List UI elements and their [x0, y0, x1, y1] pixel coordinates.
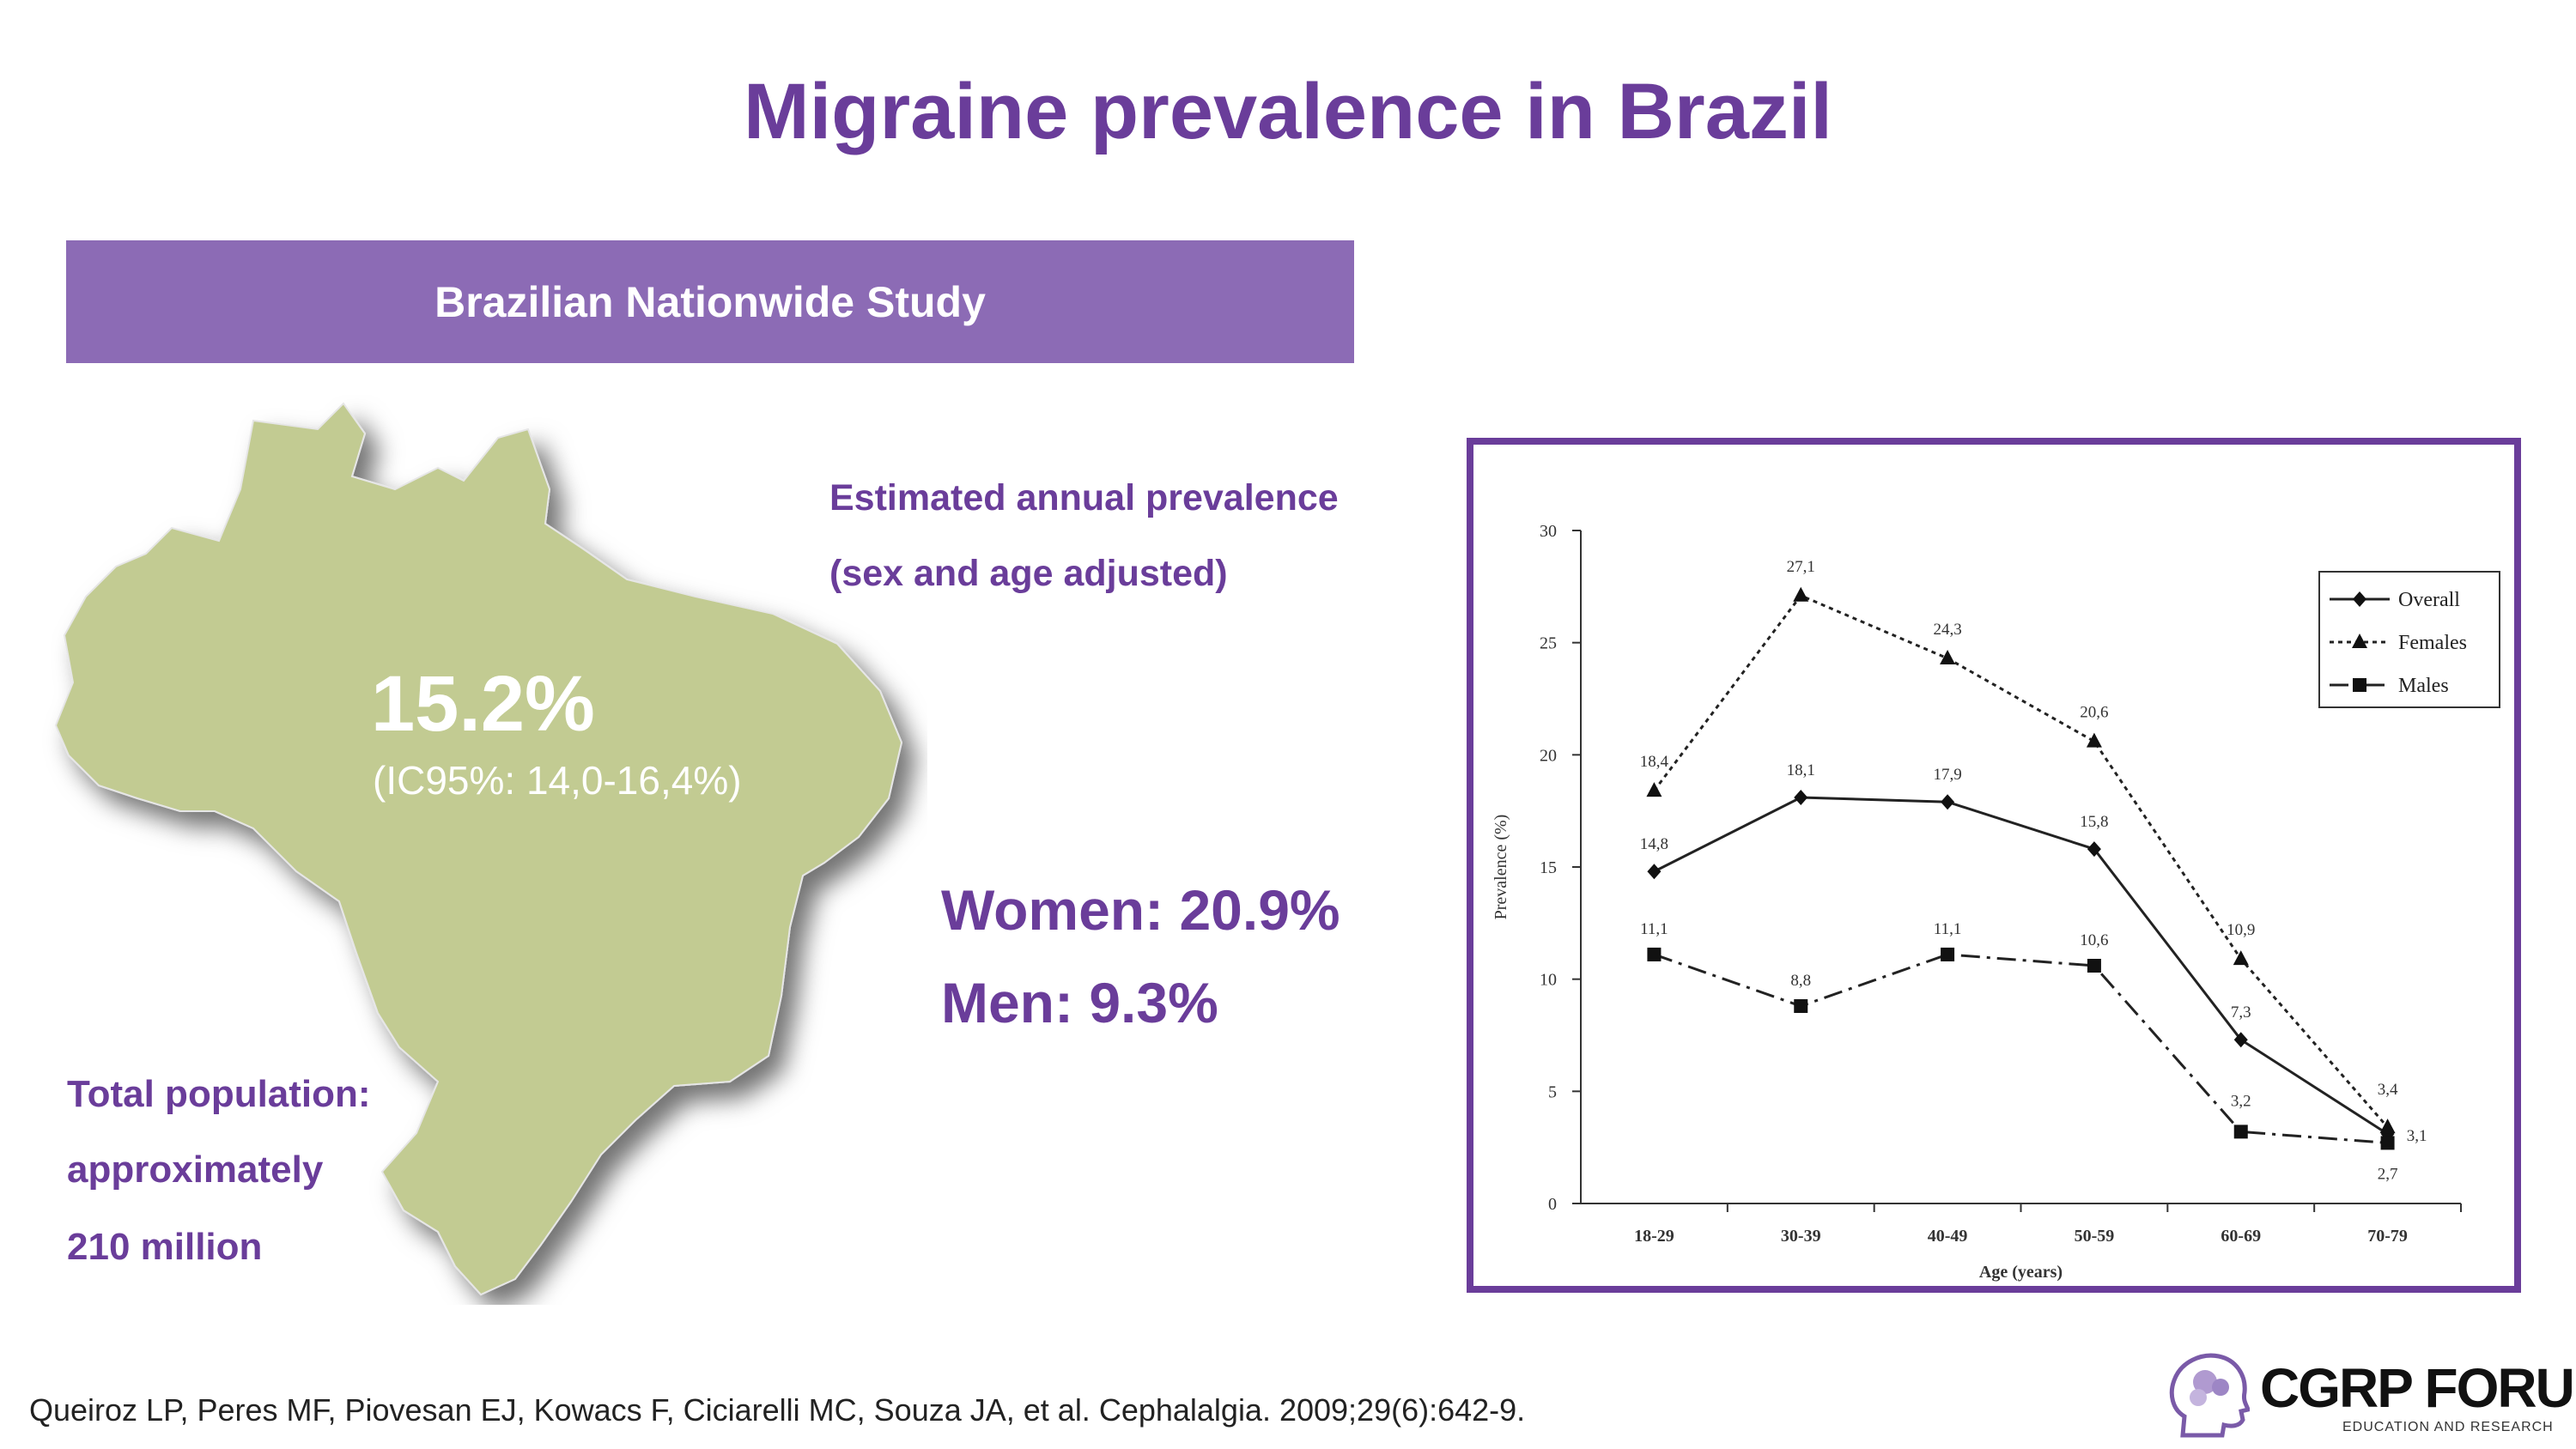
- estimated-prevalence-subheading: (sex and age adjusted): [829, 553, 1228, 594]
- x-tick-label: 18-29: [1634, 1227, 1674, 1246]
- data-label-females: 18,4: [1640, 753, 1669, 771]
- logo-subtitle: EDUCATION AND RESEARCH: [2342, 1420, 2554, 1434]
- y-tick-label: 0: [1548, 1195, 1557, 1214]
- point-males: [1941, 947, 1955, 961]
- data-label-overall: 17,9: [1933, 766, 1961, 784]
- overall-prevalence-value: 15.2%: [371, 660, 595, 748]
- series-line-males: [1653, 953, 2388, 1144]
- citation: Queiroz LP, Peres MF, Piovesan EJ, Kowac…: [29, 1392, 1526, 1428]
- point-females: [2233, 950, 2249, 966]
- prevalence-line-chart: 0 5 10 15 20 25 30 18-29 30-39 40-49 50-59 60-69 70-…: [1492, 522, 2500, 1282]
- population-qualifier: approximately: [67, 1149, 324, 1191]
- x-axis-title: Age (years): [1979, 1263, 2063, 1282]
- legend-marker-females: [2352, 634, 2367, 648]
- point-overall: [2233, 1032, 2248, 1048]
- y-tick-label: 5: [1548, 1082, 1557, 1101]
- y-tick-label: 25: [1540, 634, 1557, 653]
- data-label-females: 24,3: [1933, 621, 1961, 639]
- data-label-females: 27,1: [1787, 558, 1815, 576]
- head-brain-icon: [2169, 1353, 2250, 1438]
- population-label: Total population:: [67, 1073, 371, 1115]
- x-tick-label: 60-69: [2221, 1227, 2261, 1246]
- data-label-males: 8,8: [1790, 972, 1811, 990]
- data-label-males: 11,1: [1934, 920, 1962, 938]
- x-tick-label: 70-79: [2367, 1227, 2408, 1246]
- data-label-females: 20,6: [2080, 704, 2108, 722]
- men-prevalence: Men: 9.3%: [941, 971, 1218, 1034]
- x-tick-label: 40-49: [1928, 1227, 1968, 1246]
- cgrp-forum-logo: CGRP FORUM EDUCATION AND RESEARCH: [2164, 1348, 2576, 1442]
- data-label-males: 11,1: [1640, 920, 1668, 938]
- data-label-overall: 7,3: [2231, 1003, 2251, 1022]
- series-line-overall: [1653, 796, 2389, 1136]
- slide-title: Migraine prevalence in Brazil: [743, 68, 1832, 155]
- prevalence-chart-frame: 0 5 10 15 20 25 30 18-29 30-39 40-49 50-59 60-69 70-…: [1467, 438, 2521, 1293]
- y-axis-title: Prevalence (%): [1492, 815, 1510, 920]
- point-females: [2086, 732, 2102, 748]
- data-label-females: 3,4: [2378, 1081, 2398, 1099]
- series-line-females: [1653, 593, 2389, 1129]
- data-label-overall: 14,8: [1640, 835, 1668, 853]
- legend-label-males: Males: [2398, 675, 2449, 697]
- point-males: [2380, 1136, 2395, 1150]
- point-males: [2233, 1125, 2248, 1139]
- study-banner-label: Brazilian Nationwide Study: [434, 277, 986, 326]
- data-label-males: 3,2: [2231, 1092, 2251, 1110]
- point-females: [2379, 1119, 2396, 1134]
- point-overall: [2087, 841, 2101, 858]
- population-value: 210 million: [67, 1226, 263, 1268]
- data-label-overall: 18,1: [1787, 761, 1815, 779]
- legend-marker-overall: [2353, 591, 2366, 607]
- data-label-males: 10,6: [2080, 931, 2108, 949]
- point-overall: [1794, 789, 1808, 805]
- estimated-prevalence-heading: Estimated annual prevalence: [829, 477, 1339, 518]
- point-females: [1940, 649, 1956, 664]
- brazil-map-shape: [54, 402, 903, 1296]
- logo-name: CGRP FORUM: [2260, 1357, 2576, 1419]
- y-tick-label: 30: [1540, 522, 1557, 541]
- data-label-overall: 15,8: [2080, 813, 2108, 831]
- confidence-interval: (IC95%: 14,0-16,4%): [373, 758, 742, 803]
- point-overall: [1647, 864, 1662, 880]
- study-banner: Brazilian Nationwide Study: [66, 240, 1354, 363]
- women-prevalence: Women: 20.9%: [941, 878, 1340, 942]
- legend-label-females: Females: [2398, 632, 2467, 654]
- legend-box: [2318, 571, 2500, 708]
- legend-label-overall: Overall: [2398, 589, 2460, 611]
- point-overall: [1941, 794, 1955, 810]
- y-tick-label: 15: [1540, 858, 1557, 877]
- data-label-females: 10,9: [2227, 921, 2255, 939]
- y-tick-label: 10: [1540, 971, 1557, 990]
- x-tick-label: 50-59: [2075, 1227, 2115, 1246]
- y-tick-label: 20: [1540, 746, 1557, 765]
- point-males: [2087, 958, 2101, 973]
- brazil-map: [34, 395, 927, 1305]
- point-females: [1793, 586, 1809, 602]
- point-females: [1646, 782, 1662, 797]
- point-males: [1647, 947, 1662, 961]
- data-label-males: 2,7: [2378, 1165, 2398, 1183]
- x-tick-label: 30-39: [1781, 1227, 1821, 1246]
- point-males: [1794, 999, 1808, 1014]
- legend-marker-males: [2353, 678, 2366, 692]
- data-label-overall: 3,1: [2407, 1127, 2427, 1145]
